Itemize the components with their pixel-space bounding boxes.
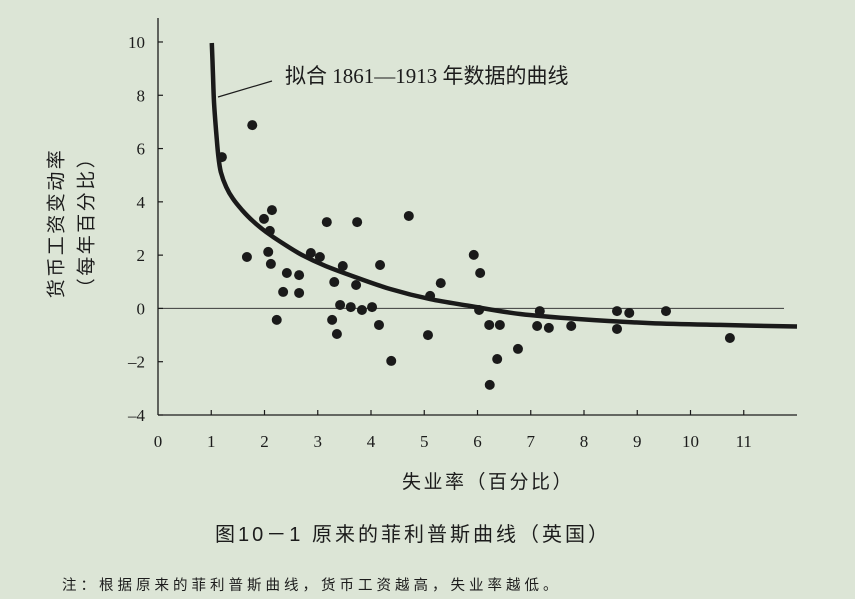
y-tick-label: 0 xyxy=(137,299,146,318)
scatter-points xyxy=(216,120,735,390)
x-tick-label: 3 xyxy=(314,432,323,451)
data-point xyxy=(278,286,289,297)
data-point xyxy=(494,319,505,330)
x-tick-label: 10 xyxy=(682,432,699,451)
data-point xyxy=(271,314,282,325)
figure-caption: 图10－1 原来的菲利普斯曲线（英国） xyxy=(215,523,611,546)
y-tick-label: 4 xyxy=(137,193,146,212)
y-tick-label: 8 xyxy=(137,86,146,105)
data-point xyxy=(386,355,397,366)
x-tick-label: 1 xyxy=(207,432,216,451)
data-point xyxy=(492,354,503,365)
data-point xyxy=(468,249,479,260)
data-point xyxy=(661,306,672,317)
data-point xyxy=(294,270,305,281)
data-point xyxy=(367,302,378,313)
data-point xyxy=(247,120,258,131)
data-point xyxy=(566,321,577,332)
data-point xyxy=(612,323,623,334)
data-point xyxy=(484,319,495,330)
data-point xyxy=(624,307,635,318)
data-point xyxy=(352,217,363,228)
data-point xyxy=(265,258,276,269)
data-point xyxy=(375,259,386,270)
data-point xyxy=(321,217,332,228)
x-tick-label: 5 xyxy=(420,432,429,451)
data-point xyxy=(543,322,554,333)
data-point xyxy=(258,213,269,224)
data-point xyxy=(305,248,316,259)
figure-note: 注：根据原来的菲利普斯曲线，货币工资越高，失业率越低。 xyxy=(62,577,562,594)
data-point xyxy=(266,205,277,216)
data-point xyxy=(422,330,433,341)
y-tick-label: –2 xyxy=(127,353,145,372)
curve-annotation: 拟合 1861—1913 年数据的曲线 xyxy=(285,64,569,88)
x-tick-label: 7 xyxy=(527,432,536,451)
x-tick-label: 0 xyxy=(154,432,163,451)
y-tick-label: 10 xyxy=(128,33,145,52)
fitted-curve-line xyxy=(209,42,798,329)
y-tick-label: 6 xyxy=(137,140,146,159)
x-tick-label: 9 xyxy=(633,432,642,451)
y-tick-label: –4 xyxy=(127,406,146,425)
x-tick-label: 4 xyxy=(367,432,376,451)
axis-ticks: 0 1 2 3 4 5 6 7 8 9 10 11 10 8 6 4 2 0 –2 –4 xyxy=(127,33,752,451)
data-point xyxy=(484,379,495,390)
data-point xyxy=(612,306,623,317)
data-point xyxy=(475,267,486,278)
x-tick-label: 6 xyxy=(473,432,482,451)
data-point xyxy=(294,287,305,298)
data-point xyxy=(327,314,338,325)
data-point xyxy=(281,267,292,278)
data-point xyxy=(373,319,384,330)
data-point xyxy=(345,302,356,313)
x-tick-label: 8 xyxy=(580,432,589,451)
y-axis-title: 货币工资变动率 xyxy=(46,148,68,299)
data-point xyxy=(314,251,325,262)
data-point xyxy=(724,332,735,343)
data-point xyxy=(435,278,446,289)
data-point xyxy=(331,329,342,340)
data-point xyxy=(532,321,543,332)
data-point xyxy=(241,251,252,262)
y-axis-unit: （每年百分比） xyxy=(76,147,98,298)
data-point xyxy=(337,261,348,272)
data-point xyxy=(356,305,367,316)
data-point xyxy=(351,279,362,290)
x-tick-label: 11 xyxy=(736,432,752,451)
data-point xyxy=(335,299,346,310)
data-point xyxy=(403,210,414,221)
x-axis-title: 失业率（百分比） xyxy=(402,471,574,493)
y-tick-label: 2 xyxy=(137,246,146,265)
annotation-leader-line xyxy=(217,80,273,98)
data-point xyxy=(329,277,340,288)
x-tick-label: 2 xyxy=(260,432,269,451)
data-point xyxy=(512,343,523,354)
data-point xyxy=(263,246,274,257)
plot-area: 0 1 2 3 4 5 6 7 8 9 10 11 10 8 6 4 2 0 –2 –4 拟合 1861—1913 年… xyxy=(127,18,798,451)
